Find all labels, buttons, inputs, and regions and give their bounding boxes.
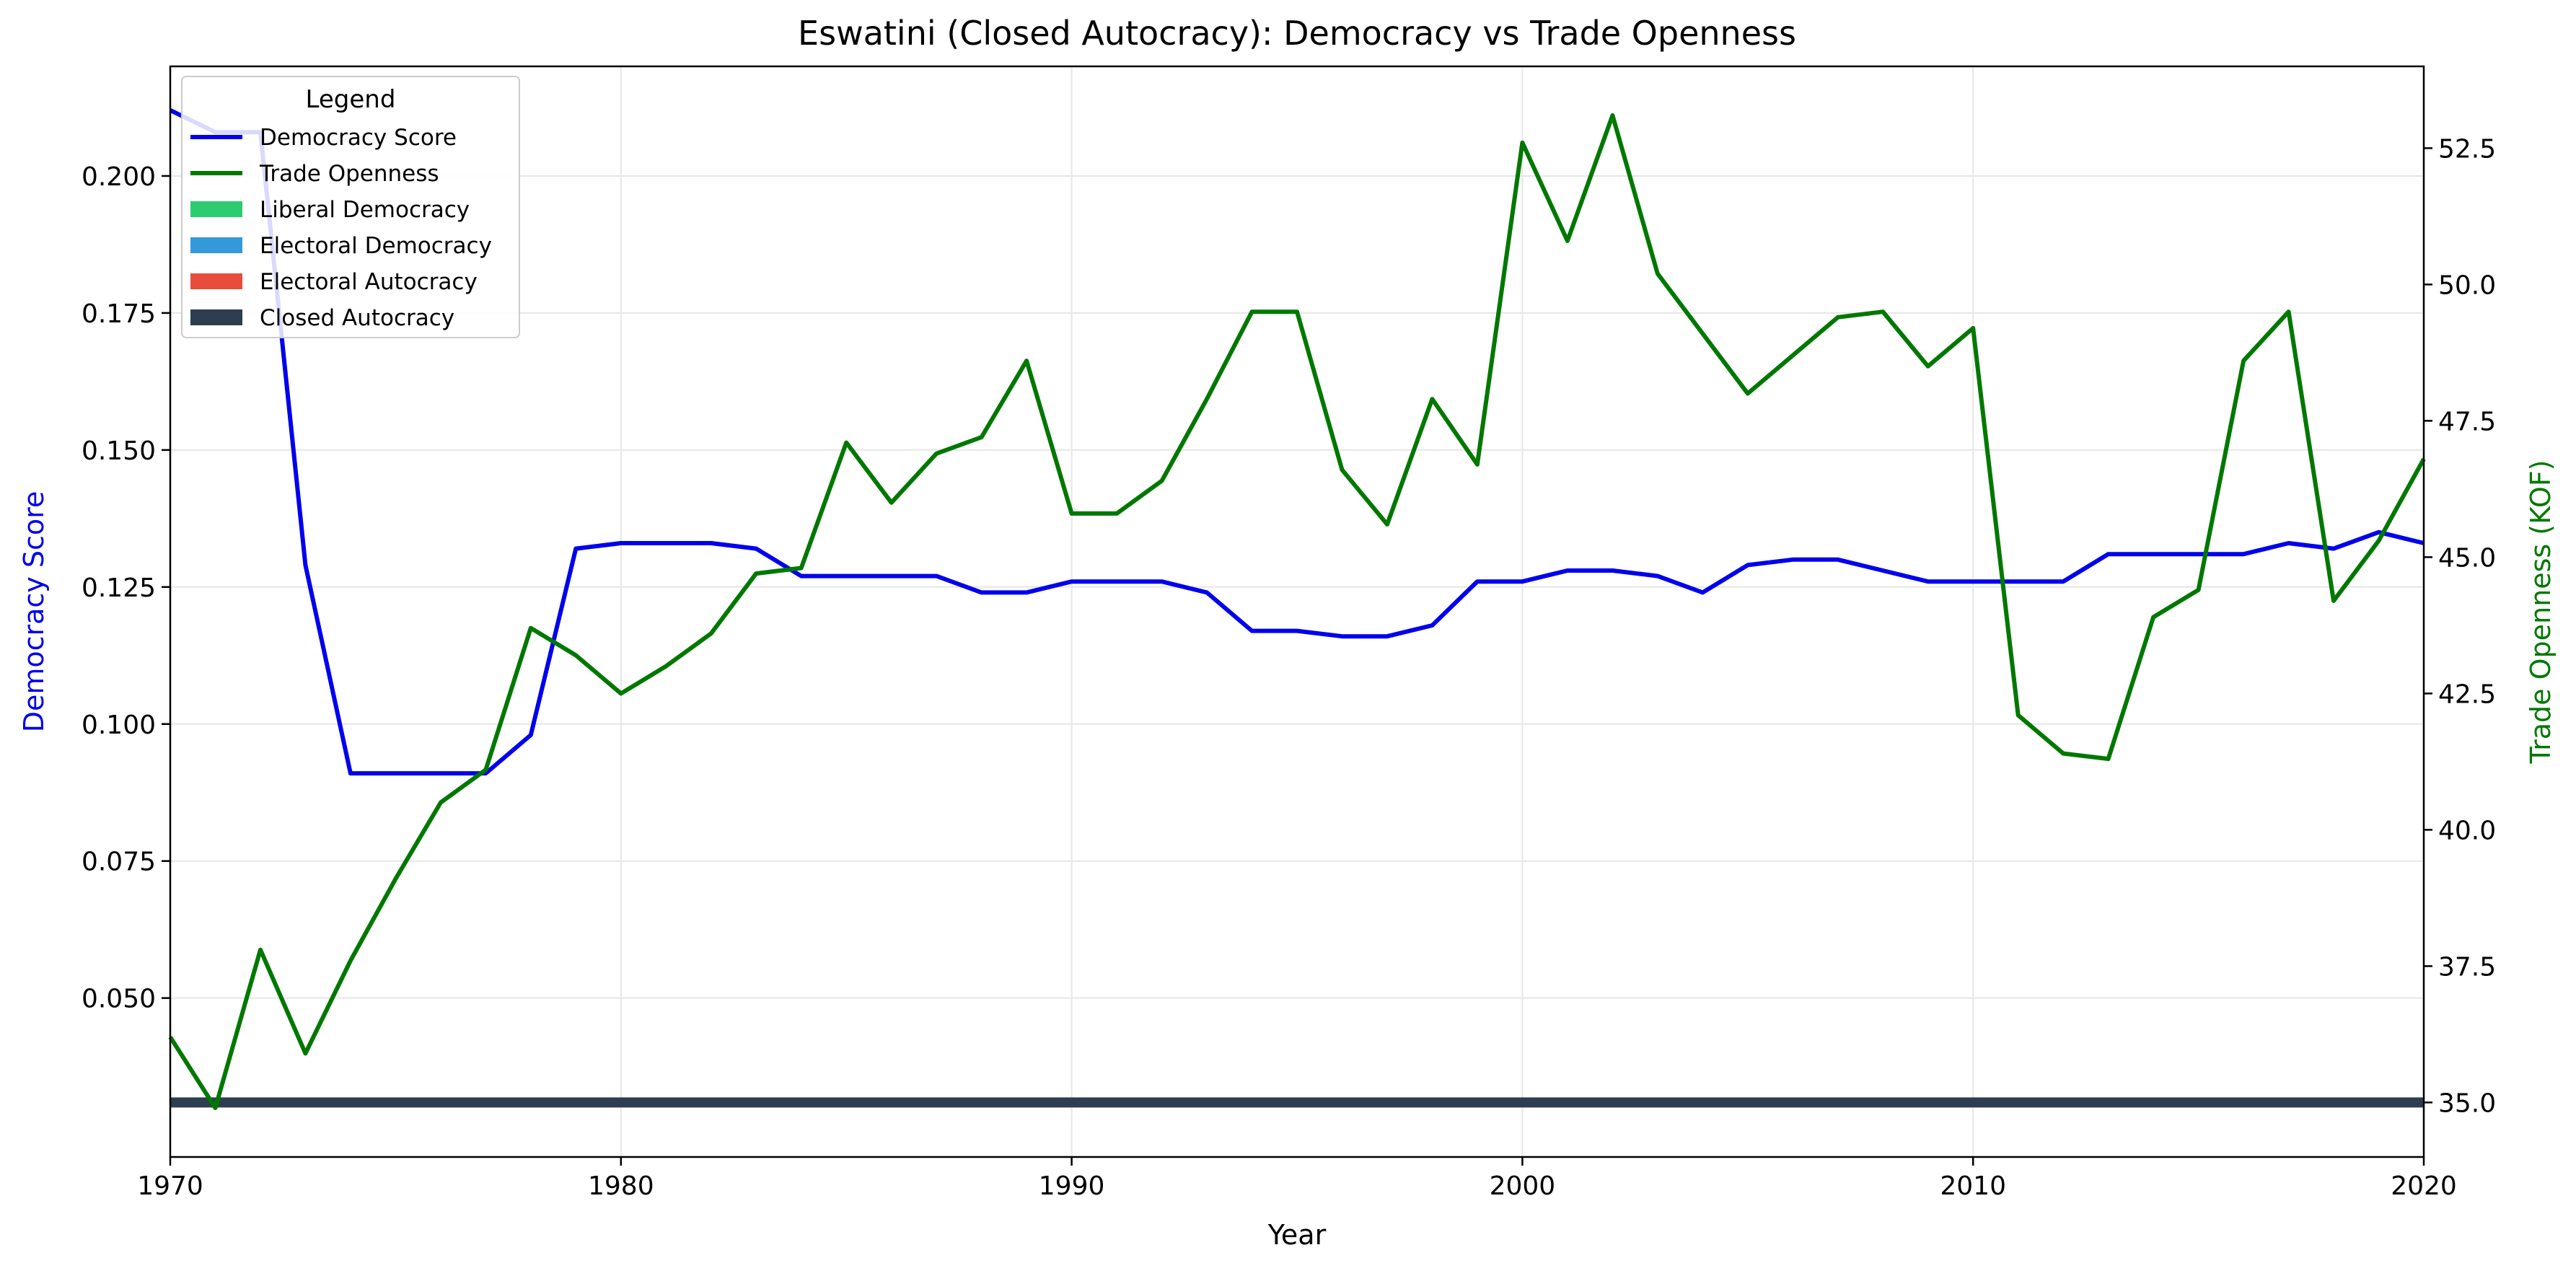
- legend-label-trade-openness: Trade Openness: [259, 161, 439, 187]
- legend-label-democracy-score: Democracy Score: [260, 125, 457, 151]
- regime-band-closed-autocracy: [170, 1097, 2424, 1108]
- y-left-tick-label: 0.200: [82, 162, 156, 192]
- y-left-tick-label: 0.125: [82, 573, 156, 603]
- legend-title: Legend: [306, 85, 396, 114]
- y-axis-right-label: Trade Openness (KOF): [2525, 459, 2557, 764]
- y-right-tick-label: 35.0: [2438, 1088, 2496, 1118]
- regime-band-layer: [170, 1097, 2424, 1108]
- y-right-tick-label: 52.5: [2438, 134, 2496, 164]
- legend-label-liberal-democracy: Liberal Democracy: [260, 197, 470, 223]
- x-axis-label: Year: [1267, 1219, 1327, 1251]
- legend-swatch-closed-autocracy: [190, 309, 242, 325]
- y-right-tick-label: 45.0: [2438, 543, 2496, 573]
- y-right-tick-label: 50.0: [2438, 270, 2496, 300]
- series-layer: [168, 108, 2426, 1110]
- legend-label-electoral-autocracy: Electoral Autocracy: [260, 269, 478, 295]
- legend-entries: Democracy Score Trade Openness Liberal Dem…: [190, 125, 492, 331]
- legend: Legend Democracy Score Trade Openness Libe…: [181, 76, 520, 338]
- series-line-democracy-score: [169, 108, 2425, 776]
- y-left-tick-label: 0.150: [82, 436, 156, 466]
- x-tick-label: 2000: [1490, 1171, 1556, 1201]
- y-left-tick-label: 0.050: [82, 985, 156, 1014]
- x-tick-label: 2020: [2391, 1171, 2457, 1201]
- x-tick-label: 1990: [1039, 1171, 1105, 1201]
- legend-box: [181, 76, 520, 338]
- legend-label-electoral-democracy: Electoral Democracy: [260, 233, 492, 259]
- y-right-tick-label: 42.5: [2438, 679, 2496, 709]
- legend-swatch-electoral-democracy: [190, 237, 242, 253]
- y-right-tick-label: 47.5: [2438, 407, 2496, 436]
- y-left-tick-label: 0.100: [82, 710, 156, 740]
- y-left-tick-label: 0.075: [82, 848, 156, 877]
- chart-title: Eswatini (Closed Autocracy): Democracy v…: [798, 14, 1796, 53]
- y-right-tick-label: 37.5: [2438, 952, 2496, 982]
- x-tick-label: 1980: [588, 1171, 654, 1201]
- y-axis-right: 35.0 37.5 40.0 42.5 45.0 47.5 50.0 52.5: [2424, 134, 2496, 1118]
- x-tick-label: 1970: [137, 1171, 203, 1201]
- legend-swatch-liberal-democracy: [190, 201, 242, 217]
- series-line-trade-openness: [168, 113, 2426, 1110]
- y-left-tick-label: 0.175: [82, 299, 156, 329]
- legend-swatch-electoral-autocracy: [190, 273, 242, 289]
- plot-frame: [169, 65, 2425, 1158]
- y-axis-left-label: Democracy Score: [18, 491, 50, 733]
- x-tick-label: 2010: [1940, 1171, 2006, 1201]
- grid-layer: [170, 66, 2425, 1157]
- y-axis-left: 0.050 0.075 0.100 0.125 0.150 0.175 0.200: [82, 162, 170, 1014]
- x-axis: 1970 1980 1990 2000 2010 2020: [137, 1157, 2457, 1201]
- legend-label-closed-autocracy: Closed Autocracy: [260, 305, 454, 331]
- y-right-tick-label: 40.0: [2438, 816, 2496, 845]
